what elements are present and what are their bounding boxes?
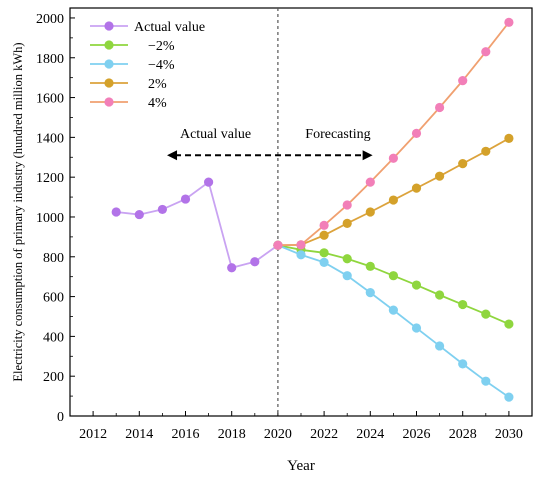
y-tick-label: 1800	[36, 52, 64, 67]
y-axis-title: Electricity consumption of primary indus…	[11, 42, 25, 381]
x-tick-label: 2016	[172, 427, 200, 442]
data-point	[458, 359, 468, 369]
data-point	[111, 207, 121, 217]
series-layer	[111, 17, 514, 402]
data-point	[157, 204, 167, 215]
legend: Actual value −2% −4% 2% 4%	[90, 20, 205, 111]
forecasting-annotation: Forecasting	[305, 127, 370, 142]
legend-marker	[104, 21, 114, 31]
legend-marker	[104, 78, 114, 88]
data-point	[296, 250, 306, 260]
data-point	[180, 194, 191, 204]
y-tick-label: 1600	[36, 92, 64, 107]
legend-label: −4%	[148, 58, 175, 73]
data-point	[388, 271, 398, 281]
x-tick-label: 2030	[495, 427, 523, 442]
data-point	[342, 218, 352, 228]
data-point	[411, 183, 422, 193]
annotation-layer: Actual value Forecasting	[167, 8, 373, 416]
y-tick-label: 1200	[36, 171, 64, 186]
data-point	[481, 376, 491, 386]
data-point	[319, 230, 329, 240]
data-point	[365, 261, 375, 271]
legend-marker	[104, 40, 114, 50]
arrow-head-left	[167, 150, 178, 161]
legend-item-0: Actual value	[90, 20, 205, 35]
data-point	[458, 76, 468, 86]
x-tick-label: 2012	[79, 427, 107, 442]
data-point	[365, 177, 375, 187]
data-point	[342, 254, 352, 264]
legend-marker	[104, 97, 114, 107]
data-point	[435, 341, 445, 351]
data-point	[388, 305, 398, 315]
data-point	[481, 309, 491, 319]
data-point	[134, 209, 144, 220]
x-tick-label: 2024	[356, 427, 384, 442]
data-point	[319, 257, 329, 267]
y-tick-label: 400	[43, 330, 64, 345]
data-point	[319, 248, 329, 258]
data-point	[319, 220, 329, 230]
legend-label: 2%	[148, 77, 167, 92]
data-point	[435, 171, 445, 181]
legend-item-4: 4%	[90, 96, 167, 111]
data-point	[204, 177, 214, 187]
y-tick-label: 800	[43, 251, 64, 266]
series-2	[273, 240, 514, 402]
data-point	[365, 288, 375, 298]
data-point	[411, 323, 422, 333]
actual-value-annotation: Actual value	[180, 127, 251, 142]
data-point	[458, 299, 468, 310]
x-axis-title: Year	[287, 458, 315, 474]
data-point	[504, 319, 514, 329]
data-point	[365, 207, 375, 217]
data-point	[296, 240, 306, 250]
data-point	[481, 146, 491, 156]
x-tick-label: 2014	[125, 427, 153, 442]
data-point	[250, 257, 260, 267]
data-point	[342, 200, 352, 210]
data-point	[504, 17, 514, 27]
legend-item-1: −2%	[90, 39, 175, 54]
legend-marker	[104, 59, 114, 69]
data-point	[388, 195, 398, 205]
legend-label: Actual value	[134, 20, 205, 35]
data-point	[411, 280, 422, 290]
series-4	[273, 17, 514, 250]
data-point	[411, 128, 422, 138]
legend-item-2: −4%	[90, 58, 175, 73]
series-1	[273, 240, 514, 329]
data-point	[504, 392, 514, 402]
x-tick-label: 2026	[403, 427, 431, 442]
y-tick-label: 200	[43, 370, 64, 385]
legend-label: −2%	[148, 39, 175, 54]
data-point	[227, 263, 237, 273]
x-tick-label: 2022	[310, 427, 338, 442]
data-point	[388, 153, 398, 163]
data-point	[504, 133, 514, 143]
y-tick-label: 2000	[36, 12, 64, 27]
y-tick-label: 1000	[36, 211, 64, 226]
arrow-head-right	[362, 150, 373, 161]
legend-item-3: 2%	[90, 77, 167, 92]
legend-label: 4%	[148, 96, 167, 111]
x-tick-label: 2020	[264, 427, 292, 442]
data-point	[458, 159, 468, 169]
y-tick-label: 0	[57, 410, 64, 425]
data-point	[435, 290, 445, 300]
data-point	[435, 102, 445, 113]
data-point	[273, 240, 283, 250]
x-tick-label: 2028	[449, 427, 477, 442]
x-tick-label: 2018	[218, 427, 246, 442]
data-point	[481, 47, 491, 57]
axes-layer: 2012 2014 2016 2018 2020 2022 2024 2026 2028 2030…	[11, 7, 533, 474]
data-point	[342, 271, 352, 281]
y-tick-label: 1400	[36, 131, 64, 146]
y-tick-label: 600	[43, 291, 64, 306]
